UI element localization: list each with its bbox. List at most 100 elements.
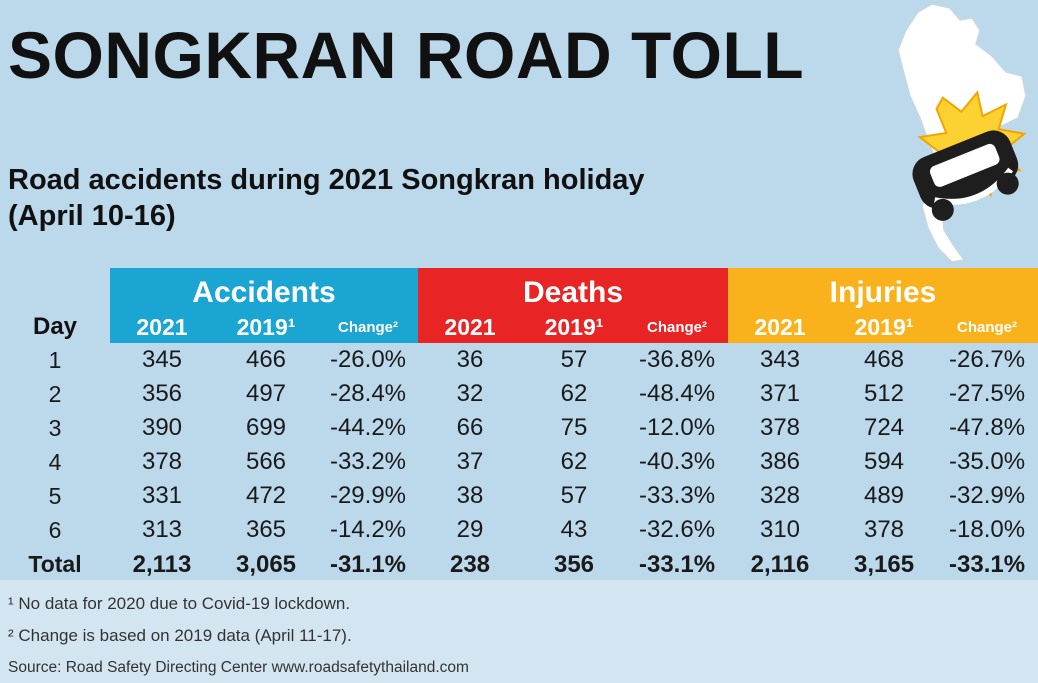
value-cell: 57: [560, 482, 588, 509]
value-cell: 356: [553, 550, 595, 578]
value-cell: 594: [863, 448, 905, 475]
group-header-injuries: Injuries: [728, 268, 1038, 311]
value-cell: 512: [863, 380, 905, 407]
inj-2021-header: 2021: [728, 311, 833, 343]
value-cell: -33.2%: [329, 448, 407, 475]
value-cell: 343: [759, 346, 801, 373]
value-cell: 378: [863, 516, 905, 543]
value-cell: -48.4%: [638, 380, 716, 407]
value-cell: 356: [141, 380, 183, 407]
value-cell: 313: [141, 516, 183, 543]
thailand-map-icon: [897, 3, 1027, 263]
value-cell: -36.8%: [638, 346, 716, 373]
page-title: SONGKRAN ROAD TOLL: [8, 18, 805, 92]
value-cell: 378: [759, 414, 801, 441]
acc-2021-header: 2021: [110, 311, 214, 343]
day-cell: 3: [48, 414, 62, 441]
value-cell: 466: [245, 346, 287, 373]
value-cell: 37: [456, 448, 484, 475]
value-cell: 699: [245, 414, 287, 441]
day-cell: 4: [48, 448, 62, 475]
value-cell: -27.5%: [949, 380, 1026, 407]
value-cell: 472: [245, 482, 287, 509]
value-cell: -40.3%: [638, 448, 716, 475]
road-toll-table: Accidents Deaths Injuries Day 2021 2019¹…: [0, 268, 1038, 582]
value-cell: -35.0%: [949, 448, 1026, 475]
inj-change-header: Change²: [936, 311, 1038, 343]
value-cell: -32.6%: [638, 516, 716, 543]
value-cell: 66: [456, 414, 484, 441]
value-cell: 390: [141, 414, 183, 441]
acc-2019-header: 2019¹: [214, 311, 318, 343]
car-window: [929, 143, 1000, 187]
value-cell: 29: [456, 516, 484, 543]
value-cell: 43: [560, 516, 588, 543]
table-row: 6 313 365 -14.2% 29 43 -32.6% 310 378 -18.0%: [0, 513, 1038, 547]
value-cell: 566: [245, 448, 287, 475]
value-cell: 328: [759, 482, 801, 509]
value-cell: -31.1%: [329, 550, 407, 578]
value-cell: 75: [560, 414, 588, 441]
value-cell: 371: [759, 380, 801, 407]
value-cell: 36: [456, 346, 484, 373]
deaths-change-header: Change²: [626, 311, 729, 343]
value-cell: -28.4%: [329, 380, 407, 407]
value-cell: 32: [456, 380, 484, 407]
group-header-deaths: Deaths: [418, 268, 729, 311]
day-cell: 2: [48, 380, 62, 407]
value-cell: 331: [141, 482, 183, 509]
value-cell: 310: [759, 516, 801, 543]
table-row: 1 345 466 -26.0% 36 57 -36.8% 343 468 -26.7%: [0, 343, 1038, 377]
table-row: 2 356 497 -28.4% 32 62 -48.4% 371 512 -27.5%: [0, 377, 1038, 411]
group-header-accidents: Accidents: [110, 268, 418, 311]
value-cell: 2,113: [132, 550, 192, 578]
value-cell: 238: [449, 550, 491, 578]
value-cell: -44.2%: [329, 414, 407, 441]
subtitle-line-1: Road accidents during 2021 Songkran holi…: [8, 164, 645, 196]
value-cell: 62: [560, 380, 588, 407]
value-cell: 62: [560, 448, 588, 475]
value-cell: 57: [560, 346, 588, 373]
day-header: Day: [0, 311, 110, 343]
footnote-2: ² Change is based on 2019 data (April 11…: [8, 626, 352, 645]
value-cell: 345: [141, 346, 183, 373]
value-cell: 724: [863, 414, 905, 441]
subtitle-line-2: (April 10-16): [8, 200, 176, 232]
subtitle: Road accidents during 2021 Songkran holi…: [8, 162, 768, 234]
value-cell: 2,116: [750, 550, 810, 578]
day-cell: Total: [28, 551, 82, 577]
value-cell: 386: [759, 448, 801, 475]
day-cell: 6: [48, 516, 62, 543]
value-cell: 497: [245, 380, 287, 407]
crashed-car-icon: [912, 90, 1027, 221]
acc-change-header: Change²: [318, 311, 418, 343]
day-cell: 1: [48, 346, 62, 373]
value-cell: -26.0%: [329, 346, 407, 373]
source-line: Source: Road Safety Directing Center www…: [8, 659, 469, 676]
blank-header-cell: [0, 268, 110, 311]
value-cell: 365: [245, 516, 287, 543]
day-cell: 5: [48, 482, 62, 509]
value-cell: -47.8%: [949, 414, 1026, 441]
value-cell: 468: [863, 346, 905, 373]
value-cell: -33.1%: [949, 550, 1026, 578]
table-body: 1 345 466 -26.0% 36 57 -36.8% 343 468 -26.7% 2 356 4…: [0, 343, 1038, 582]
deaths-2021-header: 2021: [418, 311, 522, 343]
deaths-2019-header: 2019¹: [522, 311, 626, 343]
total-row: Total 2,113 3,065 -31.1% 238 356 -33.1% 2,116 3,…: [0, 547, 1038, 582]
table-row: 3 390 699 -44.2% 66 75 -12.0% 378 724 -47.8%: [0, 411, 1038, 445]
value-cell: -33.1%: [638, 550, 716, 578]
value-cell: -12.0%: [638, 414, 716, 441]
value-cell: -33.3%: [638, 482, 716, 509]
table-row: 5 331 472 -29.9% 38 57 -33.3% 328 489 -32.9%: [0, 479, 1038, 513]
wheel-right: [996, 172, 1019, 195]
value-cell: -18.0%: [949, 516, 1026, 543]
value-cell: 489: [863, 482, 905, 509]
value-cell: -29.9%: [329, 482, 407, 509]
group-header-row: Accidents Deaths Injuries: [0, 268, 1038, 311]
value-cell: 3,065: [235, 550, 297, 578]
wheel-left: [931, 198, 954, 221]
table-row: 4 378 566 -33.2% 37 62 -40.3% 386 594 -35.0%: [0, 445, 1038, 479]
column-header-row: Day 2021 2019¹ Change² 2021 2019¹ Change…: [0, 311, 1038, 343]
value-cell: 378: [141, 448, 183, 475]
